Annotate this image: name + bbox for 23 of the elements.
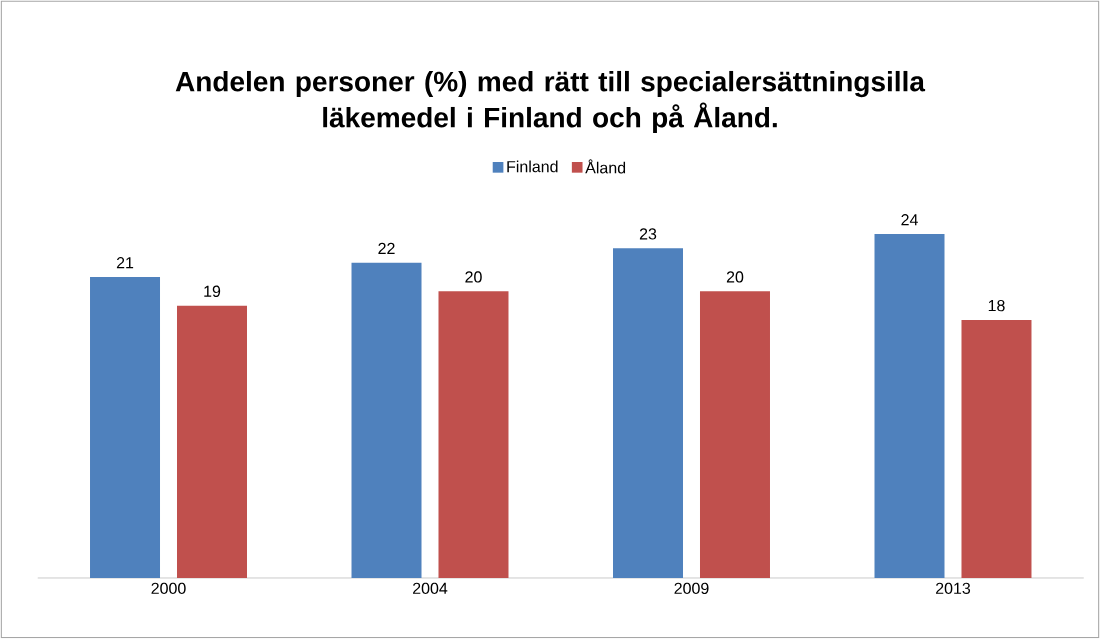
bar [613,248,684,578]
legend-label: Finland [507,160,558,173]
x-tick-label: 2013 [935,582,971,595]
bar [874,233,945,578]
x-tick-label: 2009 [674,582,709,595]
bar [90,276,161,578]
data-label: 20 [726,271,744,283]
legend-label: Åland [585,159,626,174]
bar [961,319,1032,578]
bar [177,305,247,578]
data-label: 24 [901,214,918,226]
bar [699,291,770,578]
data-label: 20 [465,271,482,283]
data-label: 18 [988,299,1005,312]
data-label: 22 [378,242,395,254]
x-tick-label: 2004 [413,582,448,595]
data-label: 23 [639,228,657,240]
data-label: 19 [204,285,221,297]
bar [351,262,422,578]
bar [438,291,509,578]
chart-title: Andelen personer (%) med rätt till specialersättningsilla läkemedel i Finland och på Åland. [175,70,926,134]
data-label: 21 [116,257,134,269]
x-tick-label: 2000 [151,582,186,595]
